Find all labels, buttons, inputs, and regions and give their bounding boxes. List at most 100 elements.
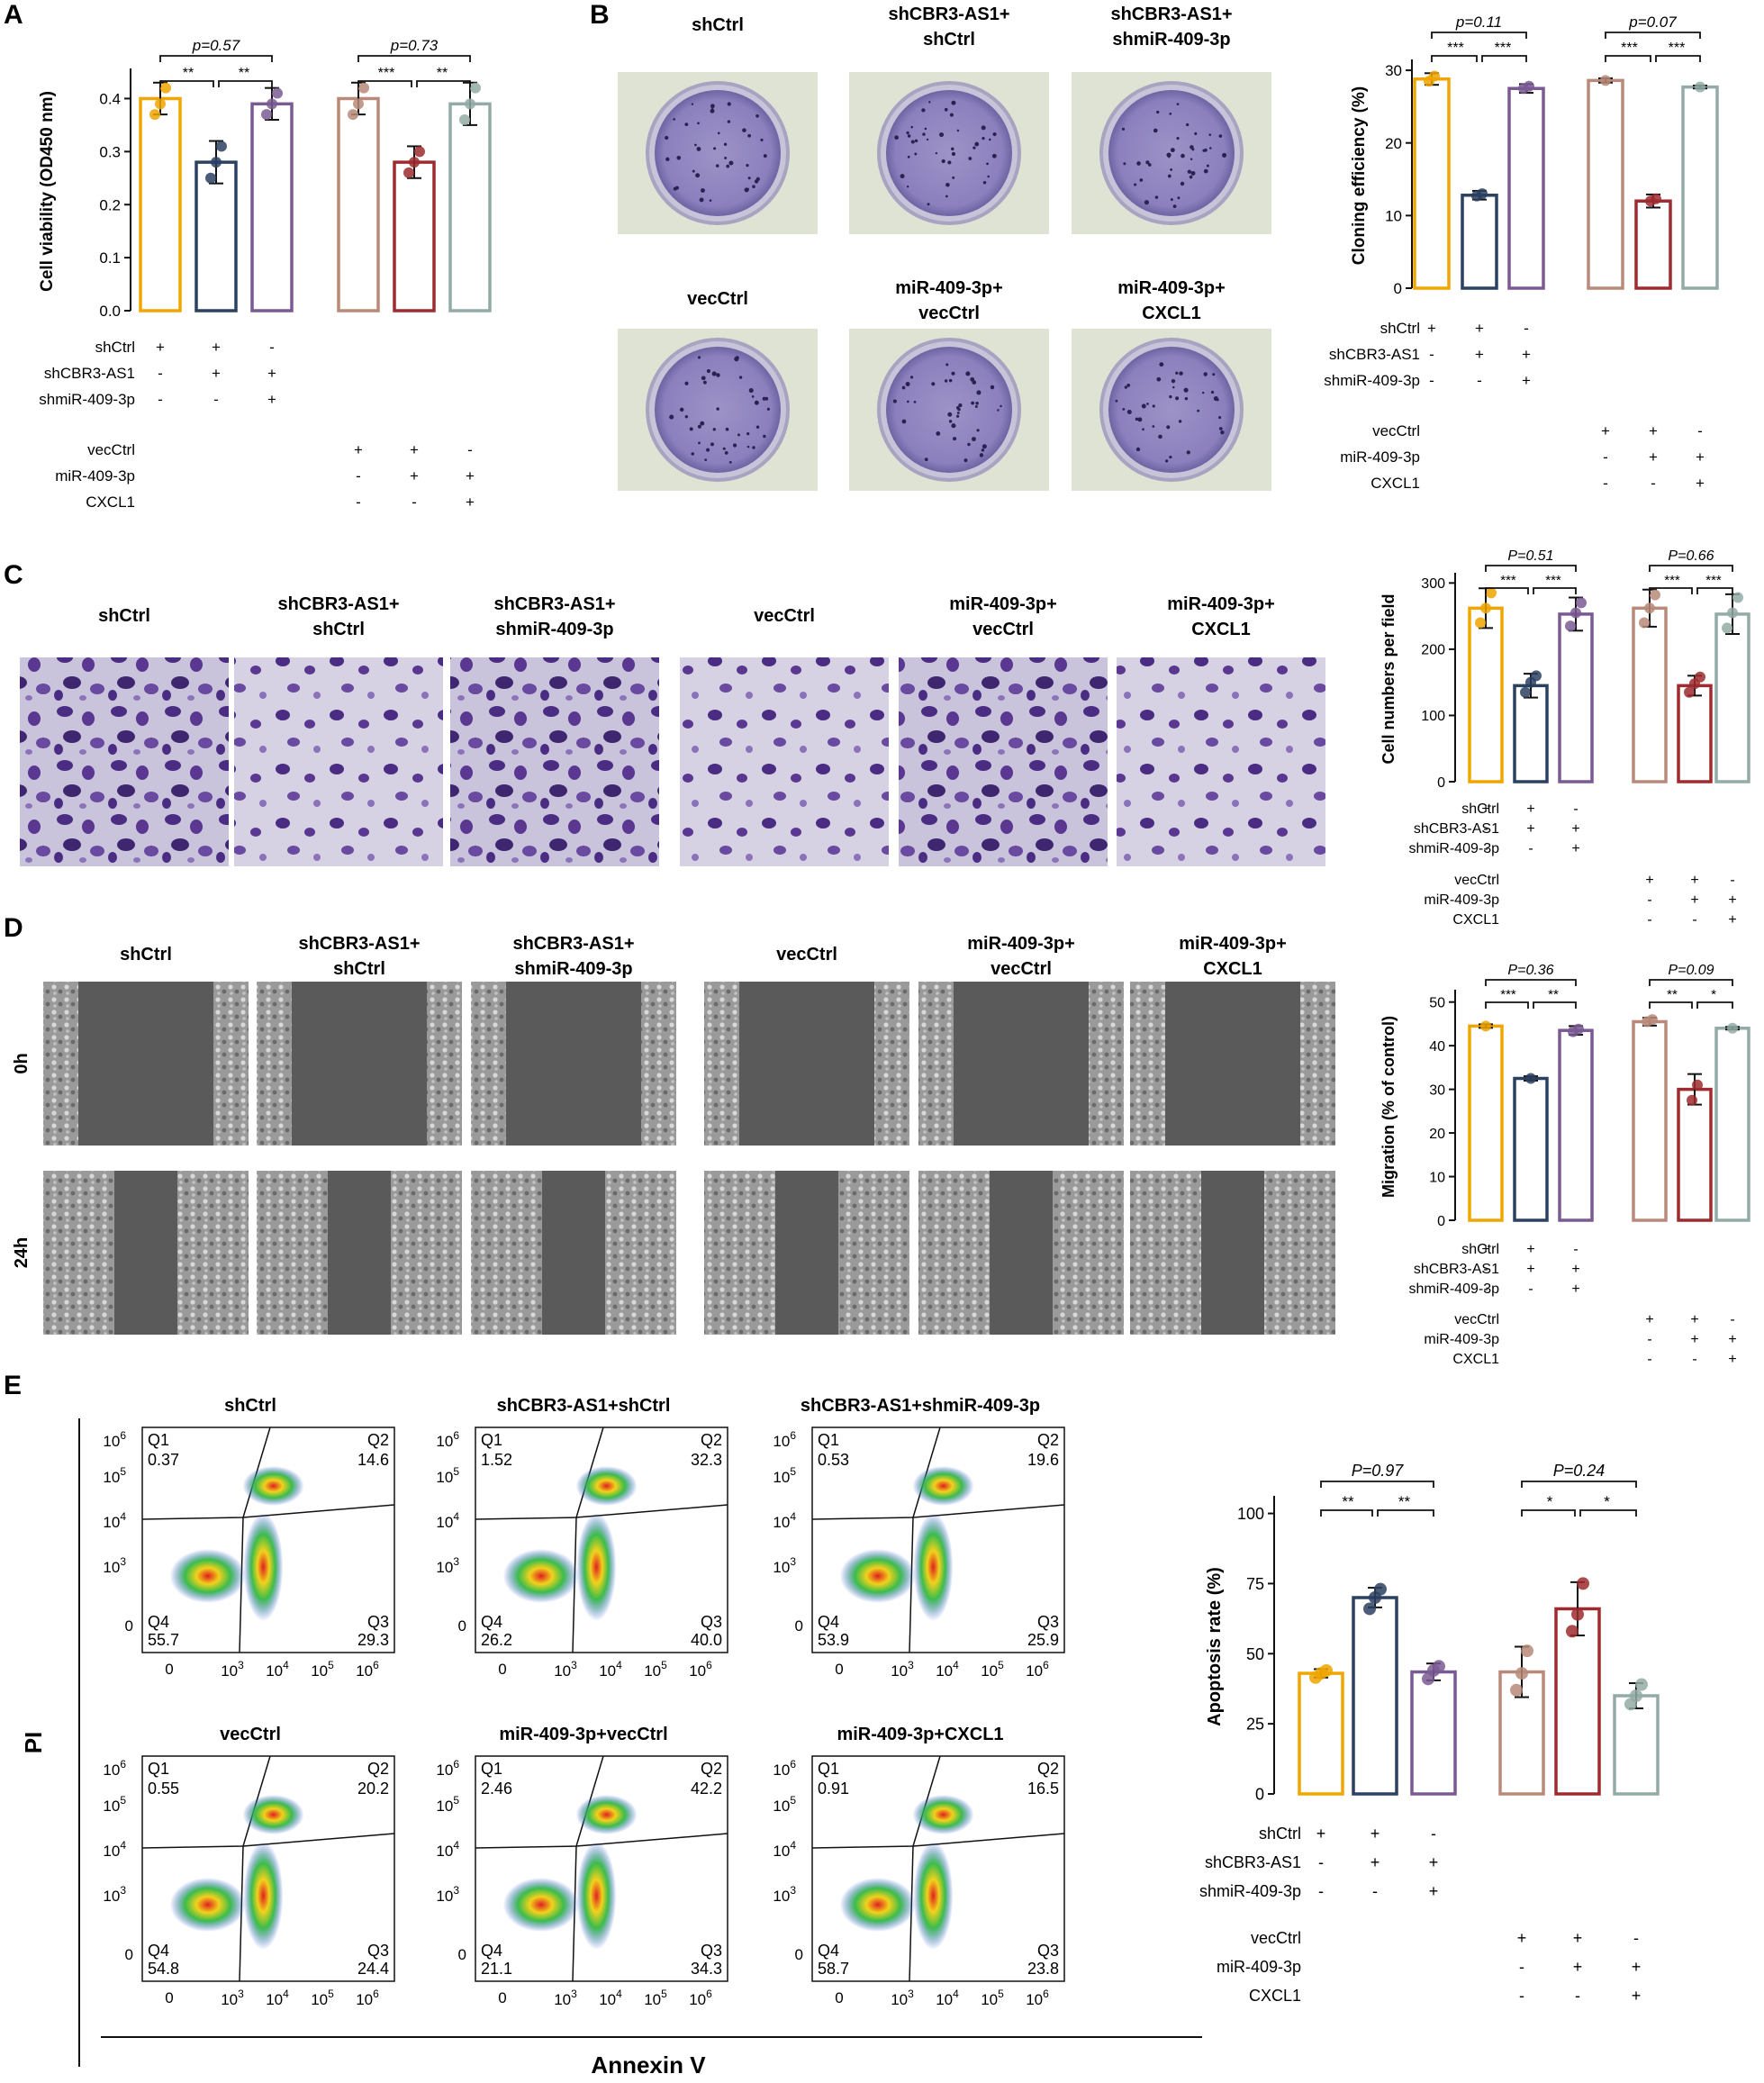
condition-sign: -	[1429, 346, 1434, 363]
condition-label: shCtrl	[1259, 1825, 1301, 1843]
colony-dot	[717, 131, 720, 135]
sig-stars: **	[239, 66, 249, 81]
colony-dot	[1158, 434, 1162, 439]
condition-label: shCBR3-AS1	[1205, 1853, 1301, 1871]
data-point	[465, 98, 475, 110]
density-blob	[912, 1466, 974, 1506]
colony-dot	[737, 433, 740, 437]
sig-bracket	[159, 55, 273, 62]
bar	[1413, 77, 1451, 290]
data-point	[1732, 592, 1743, 603]
y-tick-label: 300	[1421, 576, 1445, 592]
condition-label: shmiR-409-3p	[1409, 1281, 1500, 1297]
transwell-photo	[20, 657, 229, 866]
panel-letter-e: E	[4, 1371, 22, 1400]
quadrant-label: Q3	[701, 1942, 722, 1960]
data-point	[1727, 1022, 1738, 1034]
y-axis-label: Cell numbers per field	[1380, 593, 1398, 764]
density-blob	[243, 1513, 284, 1621]
quadrant-value: 23.8	[1027, 1960, 1059, 1978]
colony-dot	[679, 407, 684, 412]
bar	[1461, 194, 1498, 290]
flow-y-tick: 0	[125, 1946, 133, 1963]
transwell-images: shCtrl shCBR3-AS1+ shCtrl shCBR3-AS1+ shmiR-…	[20, 594, 1325, 866]
flow-y-tick: 103	[773, 1555, 796, 1576]
sig-stars: **	[1342, 1493, 1354, 1510]
quadrant-value: 40.0	[691, 1631, 722, 1649]
colony-dot	[901, 419, 907, 424]
colony-dot	[921, 108, 926, 113]
colony-dot	[1153, 128, 1158, 133]
colony-dot	[1201, 391, 1205, 394]
condition-sign: +	[1571, 821, 1579, 837]
colony-dot	[922, 132, 926, 136]
data-point	[1480, 602, 1491, 614]
y-axis-label: Cell viability (OD450 nm)	[38, 91, 57, 292]
colony-dot	[697, 356, 701, 359]
bar	[1613, 1694, 1660, 1796]
y-tick-label: 0.1	[99, 249, 121, 267]
quadrant-label: Q2	[367, 1760, 389, 1778]
image-title: vecCtrl	[918, 303, 980, 323]
data-point	[1573, 1023, 1584, 1035]
colony-dot	[945, 195, 948, 198]
quadrant-label: Q1	[818, 1760, 839, 1778]
image-title: shCtrl	[692, 15, 744, 35]
colony-dot	[948, 420, 953, 423]
colony-dot	[974, 404, 978, 409]
colony-dot	[706, 368, 711, 374]
data-point	[1570, 607, 1581, 619]
colony-dot	[981, 125, 986, 131]
sig-stars: ***	[1664, 573, 1680, 588]
condition-sign: +	[212, 339, 221, 356]
colony-dot	[1206, 164, 1209, 168]
bar	[1507, 86, 1545, 290]
condition-sign: -	[1524, 320, 1529, 337]
quadrant-label: Q4	[818, 1613, 839, 1631]
image-title: shCtrl	[923, 30, 975, 50]
colony-dot	[979, 453, 984, 457]
colony-dot	[1175, 371, 1179, 375]
flow-y-tick: 106	[103, 1758, 126, 1779]
quadrant-label: Q1	[481, 1431, 502, 1449]
condition-sign: +	[1475, 320, 1484, 337]
bar	[1587, 78, 1624, 290]
condition-sign: +	[1728, 1332, 1736, 1347]
colony-dot	[941, 158, 945, 164]
gate-line	[475, 1504, 728, 1520]
colony-dot	[725, 427, 729, 431]
condition-sign: -	[467, 441, 473, 458]
condition-sign: -	[1573, 1242, 1578, 1257]
condition-label: shCBR3-AS1	[1414, 1262, 1499, 1277]
colony-dot	[673, 186, 677, 191]
colony-dot	[953, 437, 957, 441]
colony-dot	[924, 457, 928, 462]
flow-x-tick: 104	[266, 1988, 289, 2008]
condition-sign: +	[410, 441, 419, 458]
flow-y-tick: 105	[436, 1794, 459, 1815]
condition-label: miR-409-3p	[1217, 1958, 1301, 1976]
flow-x-tick: 103	[221, 1988, 244, 2008]
colony-dot	[914, 152, 918, 156]
colony-dot	[951, 423, 956, 429]
quadrant-value: 25.9	[1027, 1631, 1059, 1649]
condition-sign: -	[1692, 912, 1696, 928]
colony-dot	[989, 138, 991, 141]
quadrant-label: Q3	[1037, 1613, 1059, 1631]
data-point	[1429, 70, 1440, 82]
colony-dot	[1154, 195, 1159, 199]
flow-x-tick: 105	[981, 1659, 1004, 1680]
colony-dot	[722, 447, 726, 450]
quadrant-value: 29.3	[357, 1631, 389, 1649]
data-point	[1692, 1079, 1703, 1091]
sig-stars: *	[1547, 1493, 1553, 1510]
colony-dot	[982, 180, 987, 185]
sig-bracket	[1485, 979, 1577, 986]
condition-sign: +	[466, 467, 475, 485]
condition-sign: +	[1481, 1242, 1489, 1257]
p-value-label: p=0.57	[192, 37, 240, 54]
sig-bracket	[1696, 587, 1733, 594]
colony-dot	[1135, 417, 1139, 421]
colony-dot	[1170, 198, 1173, 202]
